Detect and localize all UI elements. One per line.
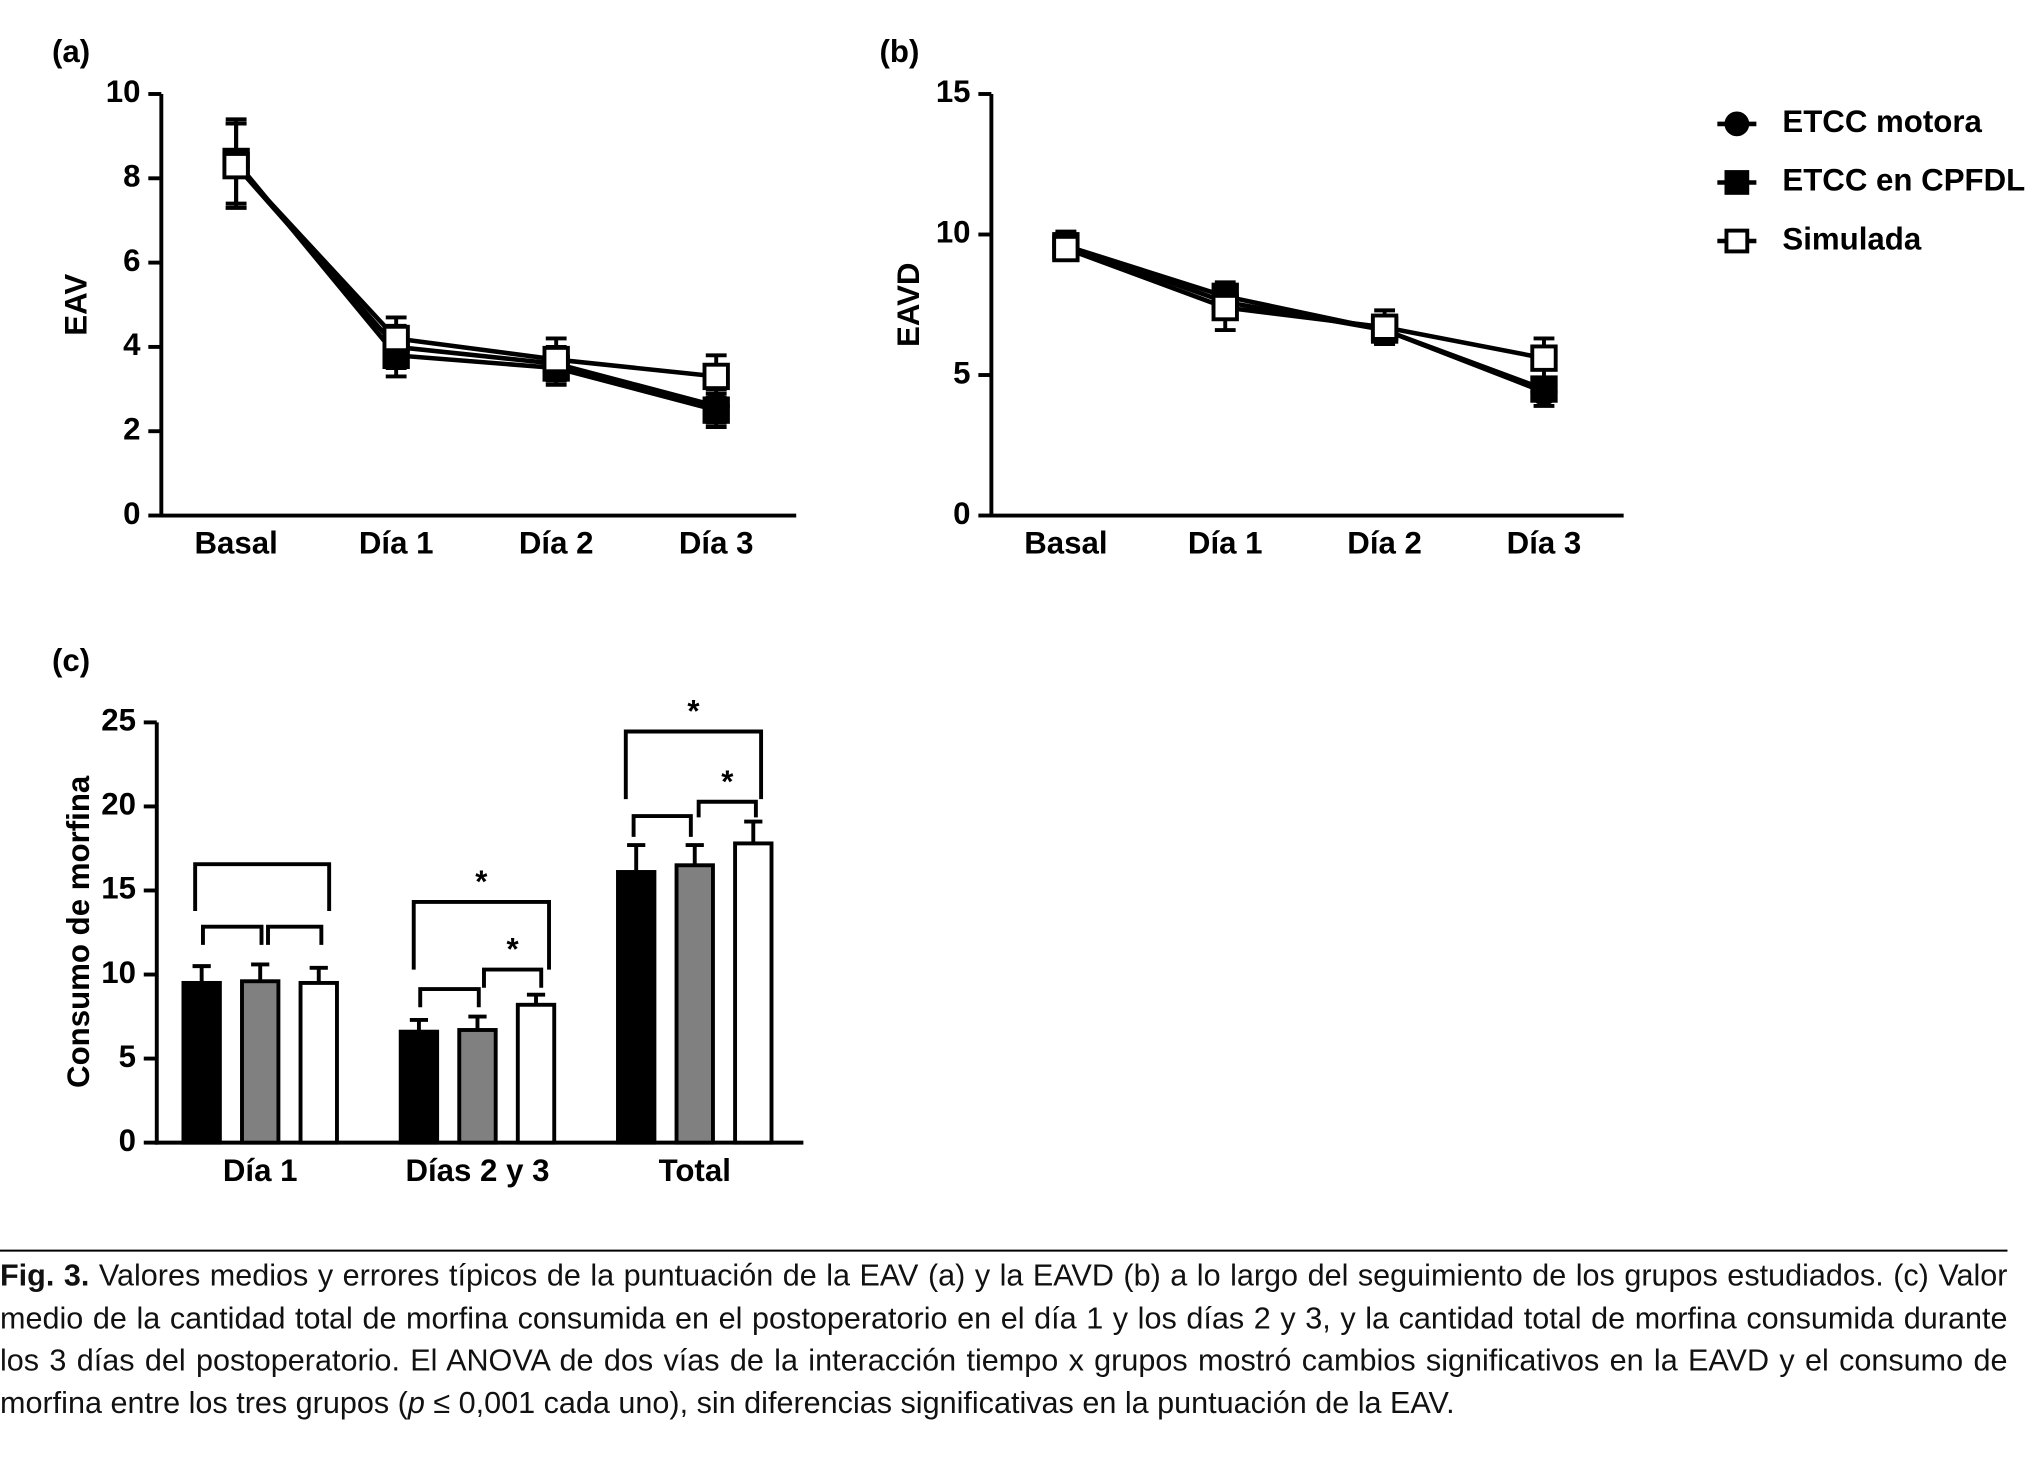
significance-star: * <box>507 932 520 967</box>
y-tick-label: 20 <box>101 787 136 822</box>
y-tick-label: 5 <box>953 355 970 390</box>
x-tick-label: Total <box>659 1153 731 1188</box>
significance-bracket <box>696 799 758 818</box>
data-point <box>702 396 730 424</box>
y-tick-label: 10 <box>101 955 136 990</box>
x-tick-label: Basal <box>1024 526 1107 561</box>
bar <box>398 1029 440 1145</box>
significance-star: * <box>687 694 700 729</box>
y-tick-label: 8 <box>123 159 140 194</box>
bar <box>616 870 657 1145</box>
y-tick-label: 0 <box>123 496 140 531</box>
y-axis-label: EAVD <box>891 263 926 347</box>
caption-box: Fig. 3. Valores medios y errores típicos… <box>0 1255 2007 1424</box>
data-point <box>1370 313 1399 341</box>
y-tick-label: 5 <box>119 1039 136 1074</box>
y-tick-label: 25 <box>101 703 136 738</box>
panel-label: (a) <box>52 34 90 69</box>
x-tick-label: Basal <box>194 526 277 561</box>
legend-label: Simulada <box>1782 221 1921 256</box>
x-tick-label: Día 3 <box>1507 526 1582 561</box>
caption-text: ≤ 0,001 cada uno), sin diferencias signi… <box>424 1385 1455 1420</box>
caption-text: Valores medios y errores típicos de la p… <box>0 1258 2008 1420</box>
y-tick-label: 15 <box>101 871 136 906</box>
y-tick-label: 0 <box>119 1123 136 1158</box>
significance-bracket <box>482 967 544 988</box>
significance-bracket <box>411 899 551 970</box>
significance-bracket <box>623 729 764 800</box>
bar <box>515 1002 557 1145</box>
y-tick-label: 0 <box>953 496 970 531</box>
legend-label: ETCC motora <box>1782 104 1982 139</box>
series-line <box>234 159 717 413</box>
caption: Fig. 3. Valores medios y errores típicos… <box>0 1255 2007 1424</box>
significance-bracket <box>201 924 264 945</box>
data-point <box>702 362 730 391</box>
bar <box>298 980 339 1145</box>
legend-marker <box>1724 228 1750 254</box>
data-point <box>1052 234 1080 263</box>
y-tick-label: 4 <box>123 327 141 362</box>
y-tick-label: 15 <box>936 74 971 109</box>
data-point <box>222 151 250 180</box>
x-tick-label: Día 3 <box>679 526 754 561</box>
significance-bracket <box>266 924 324 945</box>
x-tick-label: Día 1 <box>359 526 434 561</box>
bar <box>240 979 281 1145</box>
y-tick-label: 6 <box>123 243 140 278</box>
data-point <box>1530 344 1558 372</box>
data-point <box>1530 375 1558 403</box>
panel-label: (b) <box>879 34 919 69</box>
bar <box>674 863 715 1145</box>
significance-bracket <box>631 814 693 837</box>
significance-bracket <box>418 987 481 1008</box>
y-axis-label: EAV <box>58 274 93 336</box>
caption-italic: p <box>407 1385 425 1420</box>
x-tick-label: Día 1 <box>1188 526 1263 561</box>
panel-label: (c) <box>52 643 90 678</box>
y-tick-label: 2 <box>123 411 140 446</box>
bar <box>181 980 222 1145</box>
x-tick-label: Día 2 <box>1347 526 1422 561</box>
legend-label: ETCC en CPFDL <box>1782 163 2025 198</box>
legend-marker <box>1724 170 1750 195</box>
caption-label: Fig. 3. <box>0 1258 90 1293</box>
significance-star: * <box>721 764 734 799</box>
significance-star: * <box>475 864 488 899</box>
x-tick-label: Días 2 y 3 <box>405 1153 549 1188</box>
x-tick-label: Día 2 <box>519 526 594 561</box>
legend-marker <box>1724 111 1750 137</box>
series-line <box>234 164 717 379</box>
bar <box>457 1028 498 1145</box>
bar <box>733 841 774 1145</box>
x-tick-label: Día 1 <box>223 1153 298 1188</box>
significance-bracket <box>193 862 332 912</box>
y-axis-label: Consumo de morfina <box>61 775 96 1088</box>
series-line <box>1065 243 1545 392</box>
y-tick-label: 10 <box>936 215 971 250</box>
data-point <box>542 345 570 374</box>
data-point <box>1211 293 1239 322</box>
series-line <box>1065 246 1545 361</box>
y-tick-label: 10 <box>106 74 141 109</box>
data-point <box>382 324 410 353</box>
